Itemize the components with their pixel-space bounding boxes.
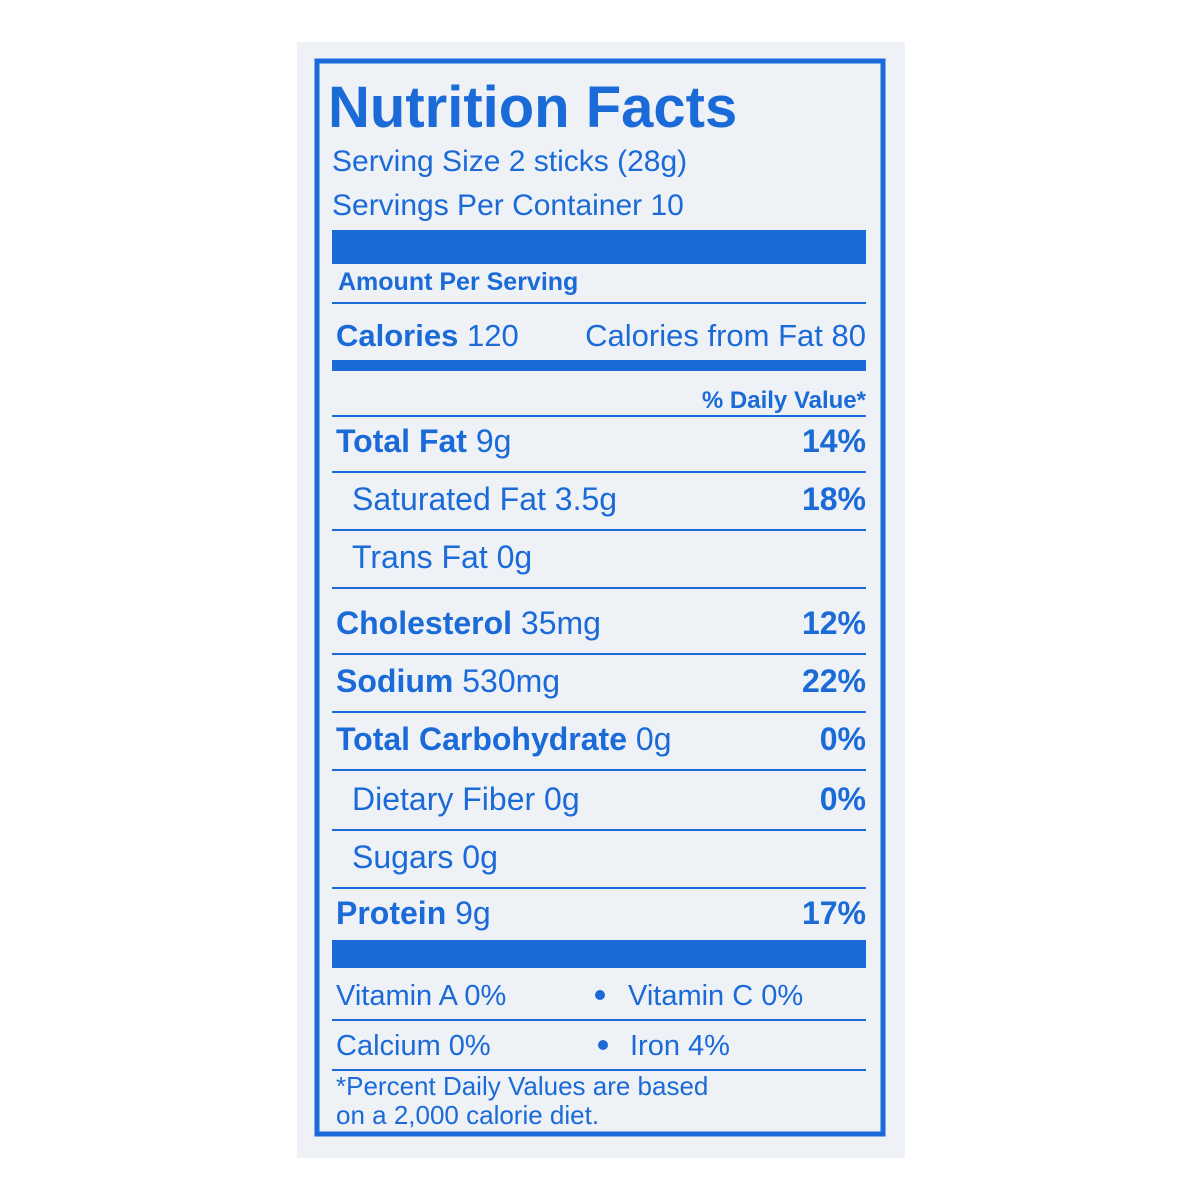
servings-per-container: Servings Per Container 10	[332, 189, 684, 222]
calories-value: 120	[467, 318, 519, 353]
nutrient-daily-value: 14%	[802, 423, 866, 459]
nutrient-daily-value: 0%	[820, 721, 866, 757]
label-border	[314, 58, 886, 1137]
nutrient-name: Total Fat	[336, 423, 467, 459]
serving-size: Serving Size 2 sticks (28g)	[332, 145, 687, 178]
vitamin: Calcium 0%	[336, 1030, 491, 1062]
nutrient-amount: 9g	[455, 895, 491, 931]
nutrient-name: Sodium	[336, 663, 453, 699]
nutrient-row: Sodium 530mg	[336, 663, 560, 699]
nutrient-amount: 9g	[476, 423, 512, 459]
thick-rule	[332, 230, 866, 264]
amount-per-serving: Amount Per Serving	[338, 268, 578, 296]
nutrient-name: Total Carbohydrate	[336, 721, 627, 757]
calories-label: Calories	[336, 318, 458, 353]
nutrient-row: Cholesterol 35mg	[336, 605, 601, 641]
calories-from-fat: Calories from Fat 80	[585, 318, 866, 353]
nutrient-row: Total Fat 9g	[336, 423, 511, 459]
nutrient-amount: 0g	[544, 781, 580, 817]
nutrient-row: Trans Fat 0g	[352, 539, 532, 575]
bullet	[595, 990, 605, 1000]
nutrient-daily-value: 22%	[802, 663, 866, 699]
vitamin: Iron 4%	[630, 1030, 730, 1062]
nutrient-name: Cholesterol	[336, 605, 512, 641]
nutrient-amount: 530mg	[462, 663, 560, 699]
nutrient-row: Total Carbohydrate 0g	[336, 721, 671, 757]
nutrient-daily-value: 0%	[820, 781, 866, 817]
nutrient-daily-value: 17%	[802, 895, 866, 931]
nutrient-row: Sugars 0g	[352, 839, 498, 875]
nutrient-daily-value: 12%	[802, 605, 866, 641]
nutrient-name: Saturated Fat	[352, 481, 546, 517]
nutrient-amount: 0g	[462, 839, 498, 875]
nutrient-name: Dietary Fiber	[352, 781, 536, 817]
package	[297, 42, 905, 1158]
thick-rule	[332, 940, 866, 968]
nutrient-name: Sugars	[352, 839, 453, 875]
vitamin: Vitamin C 0%	[628, 980, 803, 1012]
nutrient-row: Saturated Fat 3.5g	[352, 481, 617, 517]
nutrient-amount: 35mg	[521, 605, 601, 641]
vitamin: Vitamin A 0%	[336, 980, 506, 1012]
nutrient-name: Trans Fat	[352, 539, 488, 575]
daily-value-header: % Daily Value*	[702, 387, 867, 414]
footnote: on a 2,000 calorie diet.	[336, 1100, 599, 1130]
medium-rule	[332, 360, 866, 371]
nutrient-name: Protein	[336, 895, 446, 931]
nutrient-row: Protein 9g	[336, 895, 491, 931]
bullet	[598, 1040, 608, 1050]
title: Nutrition Facts	[328, 75, 737, 140]
nutrient-amount: 3.5g	[555, 481, 617, 517]
nutrient-rows: Total Fat 9g 14% Saturated Fat 3.5g 18% Tran…	[332, 423, 866, 1130]
nutrient-row: Dietary Fiber 0g	[352, 781, 580, 817]
footnote: *Percent Daily Values are based	[336, 1071, 708, 1101]
nutrient-daily-value: 18%	[802, 481, 866, 517]
nutrient-amount: 0g	[636, 721, 672, 757]
nutrient-amount: 0g	[497, 539, 533, 575]
calories-row: Calories 120	[336, 318, 519, 353]
